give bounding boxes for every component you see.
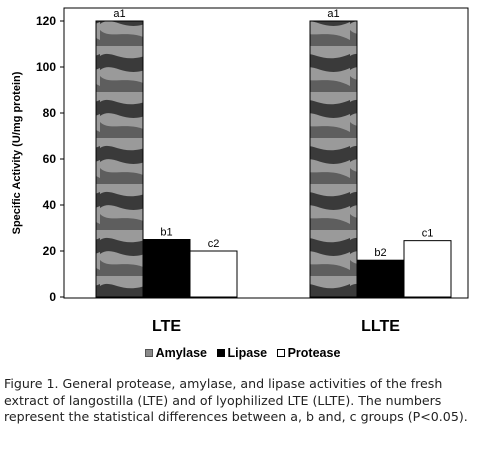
- bar-lipase-lte: [142, 239, 191, 298]
- legend-swatch-lipase: [216, 349, 225, 357]
- bar-label-protease-lte: c2: [208, 238, 220, 250]
- legend-label-protease: Protease: [287, 346, 341, 360]
- legend-item-amylase: Amylase: [144, 346, 208, 360]
- legend: Amylase Lipase Protease: [0, 346, 485, 360]
- y-tick-label-6: 120: [36, 14, 56, 28]
- legend-label-lipase: Lipase: [227, 346, 268, 360]
- legend-label-amylase: Amylase: [155, 346, 208, 360]
- plot-area: 0 20 40 60 80 100 120 Specific Activity (U/mg p…: [11, 7, 469, 335]
- bar-protease-lte: [189, 250, 238, 298]
- y-tick-label-3: 60: [43, 152, 57, 166]
- bar-label-amylase-lte: a1: [113, 8, 125, 20]
- bar-label-lipase-lte: b1: [160, 227, 172, 239]
- category-label-lte: LTE: [152, 318, 181, 335]
- y-axis-title: Specific Activity (U/mg protein): [11, 71, 23, 234]
- bar-label-protease-llte: c1: [422, 228, 434, 240]
- bar-protease-llte: [403, 240, 452, 298]
- y-tick-label-5: 100: [36, 60, 56, 74]
- legend-item-protease: Protease: [276, 346, 341, 360]
- bar-label-lipase-llte: b2: [374, 247, 386, 259]
- y-tick-label-1: 20: [43, 244, 57, 258]
- figure-caption: Figure 1. General protease, amylase, and…: [4, 376, 468, 424]
- legend-swatch-amylase: [144, 349, 153, 357]
- y-tick-label-2: 40: [43, 198, 57, 212]
- legend-item-lipase: Lipase: [216, 346, 268, 360]
- y-tick-label-4: 80: [43, 106, 57, 120]
- y-tick-label-0: 0: [49, 290, 56, 304]
- category-label-llte: LLTE: [361, 318, 400, 335]
- plot-frame: [63, 7, 469, 299]
- bar-label-amylase-llte: a1: [327, 8, 339, 20]
- bar-amylase-lte: [95, 20, 144, 298]
- bar-lipase-llte: [356, 259, 405, 298]
- bar-amylase-llte: [309, 20, 358, 298]
- legend-swatch-protease: [276, 349, 285, 357]
